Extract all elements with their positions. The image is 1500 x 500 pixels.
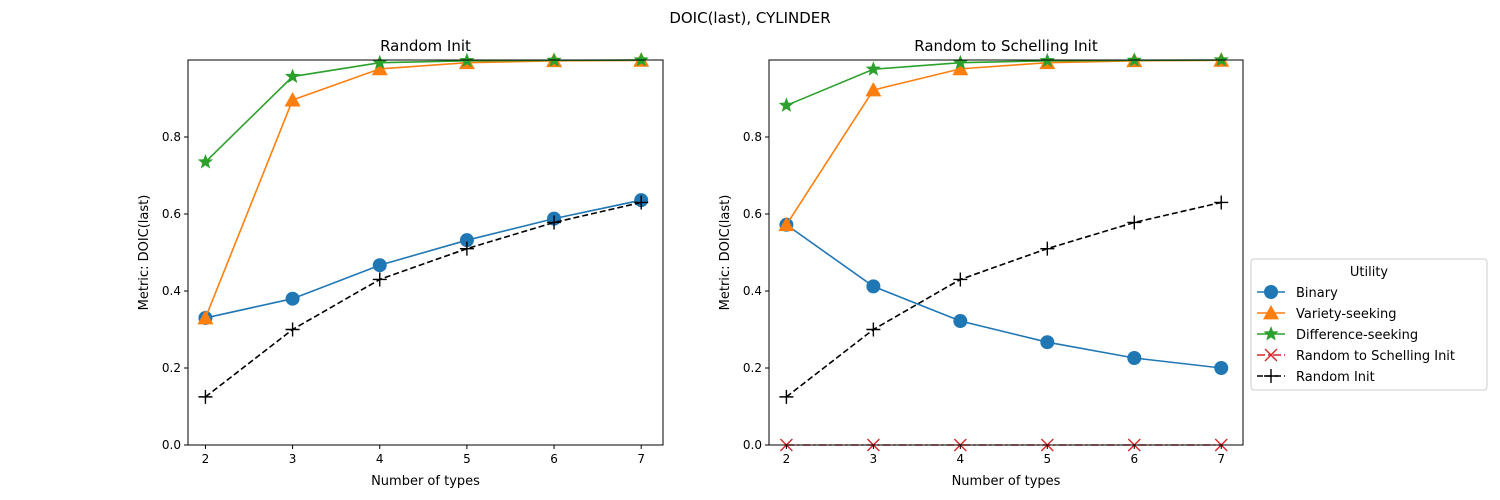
data-point xyxy=(372,54,388,70)
plot-2: Random to Schelling Init 2 3 4 5 6 7 0.0 0.2 0.4 0… xyxy=(718,37,1244,489)
y-tick-label: 0.6 xyxy=(743,207,762,221)
legend-entry: Binary xyxy=(1257,285,1338,301)
y-tick-label: 0.2 xyxy=(162,361,181,375)
data-point xyxy=(372,272,387,287)
data-point xyxy=(371,60,388,76)
x-tick-label: 3 xyxy=(870,452,878,466)
legend-marker xyxy=(1264,285,1278,299)
x-tick-label: 6 xyxy=(550,452,558,466)
data-point xyxy=(1213,52,1229,67)
x-tick-label: 2 xyxy=(202,452,210,466)
series-line xyxy=(205,199,642,319)
legend-label: Binary xyxy=(1296,286,1338,301)
x-axis-label: Number of types xyxy=(952,474,1061,489)
legend-label: Difference-seeking xyxy=(1296,328,1418,343)
legend-marker xyxy=(1263,326,1279,341)
legend-marker xyxy=(1263,305,1279,320)
y-tick-label: 0.8 xyxy=(162,130,181,144)
x-tick-label: 3 xyxy=(289,452,297,466)
data-point xyxy=(1040,335,1055,350)
y-tick-label: 0.8 xyxy=(743,130,762,144)
data-point xyxy=(866,322,881,337)
y-axis-label: Metric: DOIC(last) xyxy=(718,195,733,311)
axes-frame xyxy=(768,59,1244,446)
legend: Utility Binary Variety-seeking Difference-s… xyxy=(1250,258,1488,391)
data-point xyxy=(953,314,968,329)
legend-label: Random Init xyxy=(1296,370,1375,385)
data-point xyxy=(778,97,794,112)
legend-entry: Random Init xyxy=(1257,369,1375,385)
data-point xyxy=(953,272,968,287)
x-tick-label: 4 xyxy=(376,452,384,466)
legend-entry: Difference-seeking xyxy=(1257,326,1418,343)
y-tick-label: 0.4 xyxy=(743,284,762,298)
x-tick-label: 2 xyxy=(783,452,791,466)
data-point xyxy=(459,233,474,248)
x-tick-label: 6 xyxy=(1130,452,1138,466)
legend-box xyxy=(1250,258,1488,391)
data-point xyxy=(865,82,882,97)
data-point xyxy=(547,215,562,230)
data-point xyxy=(866,279,881,294)
legend-marker xyxy=(1264,348,1278,362)
x-axis-label: Number of types xyxy=(371,474,480,489)
data-point xyxy=(459,241,474,256)
data-point xyxy=(952,60,969,76)
legend-entry: Variety-seeking xyxy=(1257,305,1396,322)
data-point xyxy=(778,216,795,232)
data-point xyxy=(284,68,301,84)
legend-label: Random to Schelling Init xyxy=(1296,349,1455,364)
data-point xyxy=(284,92,301,107)
subplot-title: Random to Schelling Init xyxy=(914,37,1098,55)
plot-1: Random Init 2 3 4 5 6 7 0.0 0.2 0.4 0.6 0.8 Number o… xyxy=(137,37,664,489)
data-point xyxy=(197,154,214,169)
y-axis-label: Metric: DOIC(last) xyxy=(137,195,152,311)
x-tick-label: 5 xyxy=(1043,452,1051,466)
data-point xyxy=(197,309,214,325)
series-random-init xyxy=(198,195,649,404)
series-binary xyxy=(779,217,1229,375)
data-point xyxy=(285,322,300,337)
data-point xyxy=(198,389,213,404)
data-point xyxy=(634,195,649,210)
data-point xyxy=(952,54,968,70)
x-tick-label: 7 xyxy=(637,452,645,466)
series-random-init xyxy=(779,195,1229,404)
data-point xyxy=(865,61,881,76)
data-point xyxy=(285,291,300,306)
x-tick-label: 7 xyxy=(1217,452,1225,466)
legend-entry: Random to Schelling Init xyxy=(1257,348,1455,364)
x-tick-label: 4 xyxy=(957,452,965,466)
series-line xyxy=(785,224,1222,369)
data-point xyxy=(633,52,649,67)
subplot-title: Random Init xyxy=(380,37,471,55)
axes-frame xyxy=(187,59,664,446)
series-line xyxy=(204,201,642,398)
y-tick-label: 0.4 xyxy=(162,284,181,298)
data-point xyxy=(1127,350,1142,365)
y-tick-label: 0.2 xyxy=(743,361,762,375)
legend-label: Variety-seeking xyxy=(1296,307,1396,322)
x-tick-label: 5 xyxy=(463,452,471,466)
y-tick-label: 0.0 xyxy=(743,438,762,452)
legend-marker xyxy=(1264,369,1278,383)
data-point xyxy=(372,258,387,273)
y-tick-label: 0.6 xyxy=(162,207,181,221)
figure-title: DOIC(last), CYLINDER xyxy=(669,9,830,27)
data-point xyxy=(779,389,794,404)
series-line xyxy=(785,201,1222,398)
legend-title: Utility xyxy=(1350,265,1389,280)
data-point xyxy=(1127,215,1142,230)
y-tick-label: 0.0 xyxy=(162,438,181,452)
data-point xyxy=(1214,361,1229,375)
data-point xyxy=(1214,195,1229,210)
data-point xyxy=(1040,241,1055,256)
